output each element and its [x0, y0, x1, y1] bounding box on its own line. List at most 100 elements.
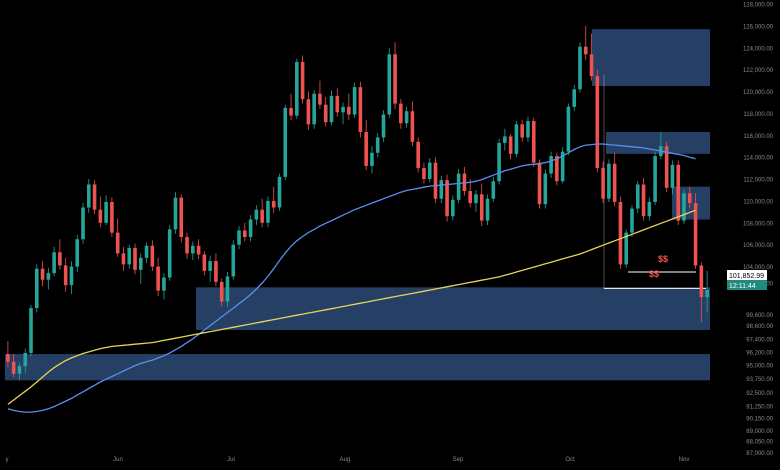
candle-body: [58, 252, 62, 266]
candle-body: [254, 209, 259, 220]
candle-body: [630, 208, 634, 233]
candle-body: [110, 202, 114, 233]
y-tick-label: 116,000.00: [743, 134, 773, 140]
candle-body: [393, 54, 397, 104]
moving-average-fast-line: [7, 143, 696, 413]
candle-body: [479, 194, 484, 221]
candle-body: [133, 247, 137, 270]
candle-body: [219, 281, 224, 302]
x-tick-label: Aug: [340, 457, 351, 463]
candle-body: [40, 268, 45, 280]
candle-body: [323, 104, 328, 123]
candle-body: [612, 163, 617, 203]
candle-body: [433, 162, 438, 199]
candle-body: [29, 308, 33, 353]
candle-body: [358, 87, 363, 132]
x-tick-label: Oct: [565, 457, 575, 463]
candle-body: [618, 202, 623, 265]
candle-body: [11, 361, 16, 374]
candle-body: [566, 106, 571, 152]
candle-body: [670, 164, 675, 188]
current-price-tag: [727, 270, 767, 280]
candle-body: [289, 107, 293, 116]
candle-body: [52, 252, 56, 274]
candle-body: [370, 152, 374, 166]
candle-body: [266, 200, 270, 223]
liquidity-label-upper: $$: [658, 254, 668, 264]
candle-body: [416, 141, 420, 169]
x-tick-label: Sep: [453, 457, 464, 463]
current-price-marker: 101,852.99 12:11:44: [727, 270, 767, 290]
candle-body: [208, 261, 212, 271]
candle-body: [173, 197, 178, 230]
y-tick-label: 104,000.00: [743, 265, 774, 271]
candle-body: [271, 200, 276, 208]
candle-body: [520, 124, 524, 138]
candle-body: [139, 257, 143, 270]
candle-body: [549, 156, 553, 174]
moving-average-slow-line: [7, 209, 696, 405]
y-tick-label: 122,000.00: [743, 68, 774, 74]
y-tick-label: 124,000.00: [743, 46, 774, 52]
candle-body: [127, 247, 132, 265]
candle-body: [682, 193, 686, 221]
y-tick-label: 87,000.00: [746, 451, 773, 457]
candle-body: [283, 107, 288, 177]
candle-body: [63, 265, 68, 286]
candle-body: [6, 354, 10, 362]
y-tick-label: 120,000.00: [743, 90, 774, 96]
y-tick-label: 95,000.00: [746, 364, 773, 370]
candle-body: [451, 199, 455, 217]
candle-body: [329, 95, 334, 123]
candle-body: [399, 103, 403, 124]
candle-body: [404, 111, 409, 124]
y-tick-label: 108,000.00: [743, 221, 774, 227]
candle-body: [589, 54, 594, 77]
x-tick-label: y: [6, 457, 9, 463]
candle-body: [121, 253, 126, 265]
candle-body: [624, 232, 629, 265]
candle-body: [474, 194, 478, 204]
y-tick-label: 97,400.00: [746, 337, 773, 343]
moving-average-lines: [7, 143, 696, 413]
candle-body: [410, 111, 415, 142]
candle-body: [92, 184, 97, 210]
y-tick-label: 93,750.00: [746, 377, 773, 383]
y-tick-label: 92,500.00: [746, 391, 773, 397]
y-tick-label: 126,000.00: [743, 24, 774, 30]
candle-body: [537, 162, 542, 205]
countdown-tag: [727, 280, 767, 290]
candle-body: [647, 202, 652, 217]
candle-body: [81, 207, 85, 240]
time-axis: y Jun Jul Aug Sep Oct Nov: [6, 457, 690, 463]
candle-body: [497, 142, 501, 182]
zone-5: [5, 354, 710, 381]
zone-4: [196, 287, 710, 331]
candle-body: [75, 239, 80, 267]
candle-body: [531, 121, 536, 163]
candle-body: [335, 95, 340, 113]
candle-body: [572, 89, 576, 107]
countdown-value: 12:11:44: [729, 283, 756, 290]
candle-body: [445, 180, 449, 217]
candle-body: [156, 266, 160, 291]
candle-body: [225, 276, 230, 302]
candle-body: [699, 265, 704, 298]
candle-body: [231, 244, 236, 277]
candle-body: [260, 209, 264, 223]
candle-body: [46, 273, 51, 280]
candle-body: [248, 219, 253, 238]
candle-body: [595, 76, 600, 169]
y-tick-label: 106,000.00: [743, 243, 774, 249]
x-tick-label: Jul: [227, 457, 235, 463]
candle-body: [179, 197, 184, 238]
candle-body: [352, 87, 357, 115]
candle-body: [560, 151, 565, 182]
candle-body: [653, 156, 657, 203]
candle-body: [583, 46, 588, 55]
candle-body: [578, 46, 582, 90]
candle-body: [427, 162, 432, 180]
candle-body: [202, 254, 207, 271]
candle-body: [664, 146, 669, 188]
